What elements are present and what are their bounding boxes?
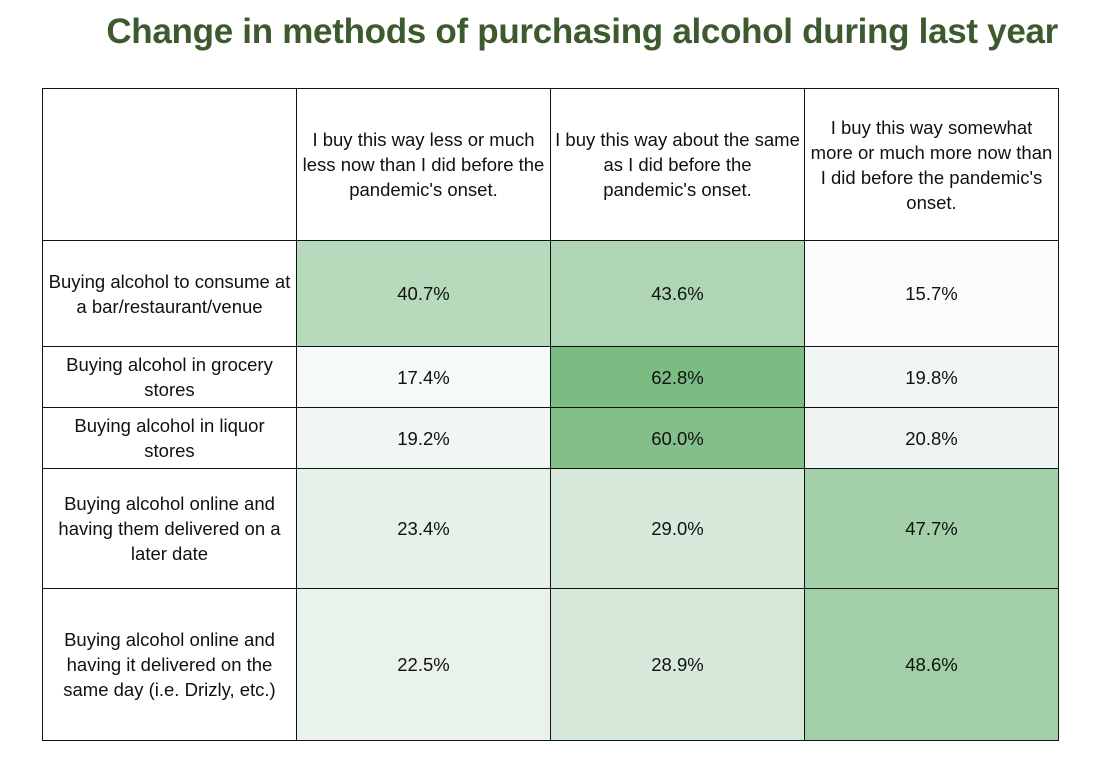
value-cell: 17.4% — [296, 346, 551, 408]
table-row: Buying alcohol in grocery stores 17.4% 62.… — [42, 346, 1059, 408]
chart-title: Change in methods of purchasing alcohol … — [106, 12, 1058, 51]
value-cell: 29.0% — [550, 468, 805, 589]
value-cell: 28.9% — [550, 588, 805, 741]
value-cell: 19.8% — [804, 346, 1059, 408]
value-cell: 47.7% — [804, 468, 1059, 589]
table-row: Buying alcohol online and having them de… — [42, 468, 1059, 589]
heatmap-table: I buy this way less or much less now tha… — [42, 88, 1059, 741]
value-cell: 20.8% — [804, 407, 1059, 469]
row-label: Buying alcohol to consume at a bar/resta… — [42, 240, 297, 347]
row-label: Buying alcohol in liquor stores — [42, 407, 297, 469]
row-label: Buying alcohol in grocery stores — [42, 346, 297, 408]
value-cell: 60.0% — [550, 407, 805, 469]
value-cell: 40.7% — [296, 240, 551, 347]
value-cell: 48.6% — [804, 588, 1059, 741]
table-row: Buying alcohol online and having it deli… — [42, 588, 1059, 741]
value-cell: 43.6% — [550, 240, 805, 347]
row-label: Buying alcohol online and having it deli… — [42, 588, 297, 741]
value-cell: 22.5% — [296, 588, 551, 741]
corner-cell — [42, 88, 297, 241]
column-header: I buy this way less or much less now tha… — [296, 88, 551, 241]
value-cell: 23.4% — [296, 468, 551, 589]
table-row: Buying alcohol to consume at a bar/resta… — [42, 240, 1059, 347]
value-cell: 19.2% — [296, 407, 551, 469]
table-row: Buying alcohol in liquor stores 19.2% 60.0… — [42, 407, 1059, 469]
value-cell: 15.7% — [804, 240, 1059, 347]
column-header: I buy this way somewhat more or much mor… — [804, 88, 1059, 241]
value-cell: 62.8% — [550, 346, 805, 408]
column-header: I buy this way about the same as I did b… — [550, 88, 805, 241]
row-label: Buying alcohol online and having them de… — [42, 468, 297, 589]
header-row: I buy this way less or much less now tha… — [42, 88, 1059, 241]
